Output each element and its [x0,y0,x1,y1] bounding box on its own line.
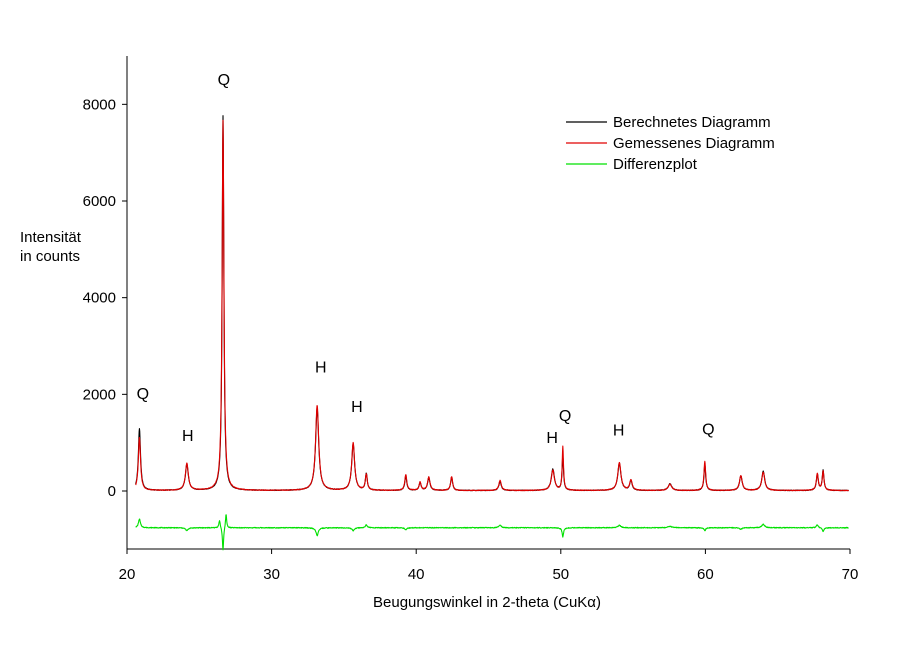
peak-annotation-h: H [546,430,558,447]
x-tick-label: 70 [842,566,859,583]
x-tick-label: 60 [697,566,714,583]
x-tick-label: 30 [263,566,280,583]
x-tick-label: 50 [552,566,569,583]
x-axis-label: Beugungswinkel in 2-theta (CuKα) [373,594,601,611]
peak-annotation-q: Q [559,408,571,425]
peak-annotation-q: Q [137,386,149,403]
y-tick-label: 6000 [83,193,116,210]
peak-annotation-h: H [613,422,625,439]
y-axis-label-line2: in counts [20,248,81,265]
y-axis-label-line1: Intensität [20,229,81,246]
x-ticks: 20 30 40 50 60 70 [119,549,859,583]
y-tick-label: 2000 [83,386,116,403]
peak-annotation-h: H [315,360,327,377]
series-line-differenzplot [135,514,849,551]
series-line-gemessenes-diagramm [135,119,850,492]
series-line-berechnetes-diagramm [135,115,849,492]
y-ticks: 0 2000 4000 6000 8000 [83,96,127,500]
peak-annotation-q: Q [218,72,230,89]
peak-annotation-q: Q [702,421,714,438]
series-layer [135,115,850,551]
y-tick-label: 0 [108,483,116,500]
legend-label: Berechnetes Diagramm [613,114,771,131]
peak-annotation-h: H [182,428,194,445]
legend: Berechnetes Diagramm Gemessenes Diagramm D… [566,114,775,173]
peak-annotation-h: H [351,399,363,416]
x-tick-label: 20 [119,566,136,583]
y-axis: 0 2000 4000 6000 8000 [83,56,128,549]
x-axis: 20 30 40 50 60 70 [119,548,859,583]
y-tick-label: 8000 [83,96,116,113]
x-tick-label: 40 [408,566,425,583]
legend-label: Differenzplot [613,156,698,173]
legend-label: Gemessenes Diagramm [613,135,775,152]
y-tick-label: 4000 [83,290,116,307]
